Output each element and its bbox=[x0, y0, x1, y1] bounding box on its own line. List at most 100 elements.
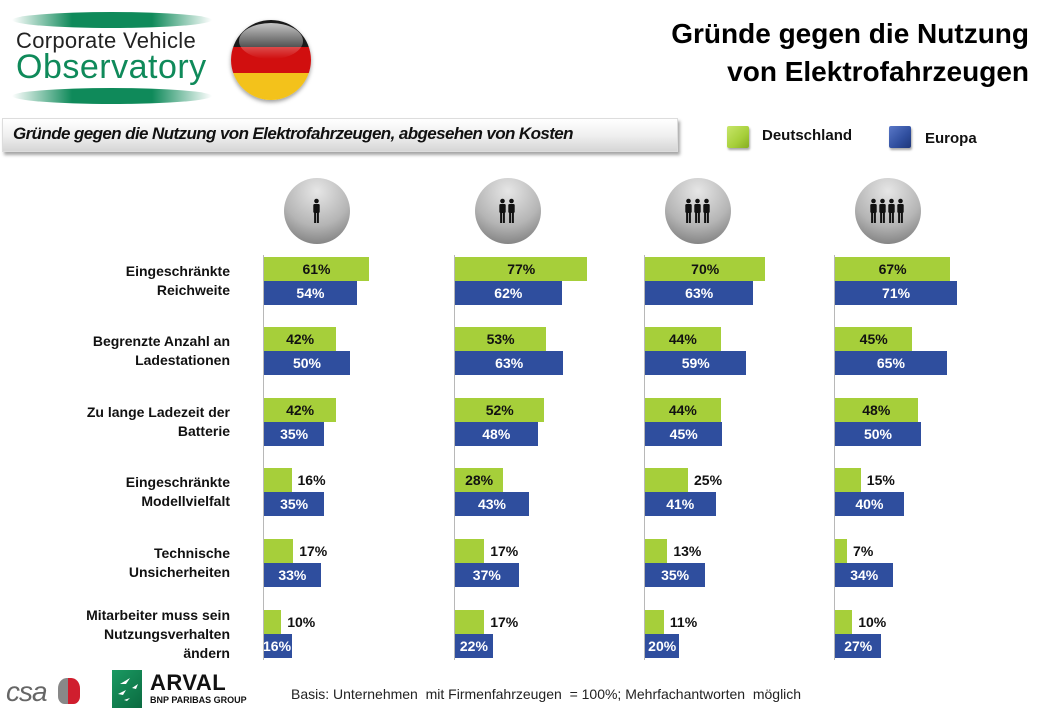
category-label-line: Unsicherheiten bbox=[128, 564, 230, 580]
bar-deutschland bbox=[455, 539, 485, 563]
data-label: 22% bbox=[459, 638, 488, 654]
bar-deutschland bbox=[645, 398, 721, 422]
data-label: 45% bbox=[669, 426, 698, 442]
category-label-line: ändern bbox=[183, 644, 230, 661]
logo-line2: Observatory bbox=[16, 48, 207, 86]
bar-europa bbox=[835, 351, 947, 375]
bar-deutschland bbox=[455, 398, 545, 422]
data-label: 50% bbox=[292, 355, 322, 371]
cvo-logo: Corporate Vehicle Observatory bbox=[8, 10, 218, 104]
data-label: 63% bbox=[495, 355, 524, 371]
data-label: 25% bbox=[694, 472, 723, 488]
bar-europa bbox=[264, 281, 357, 305]
data-label: 16% bbox=[297, 472, 326, 488]
data-label: 33% bbox=[278, 567, 307, 583]
bar-deutschland bbox=[264, 468, 292, 492]
bar-europa bbox=[264, 492, 325, 516]
axis-line bbox=[644, 255, 645, 660]
data-label: 62% bbox=[494, 285, 523, 301]
bar-europa bbox=[455, 563, 519, 587]
data-label: 20% bbox=[648, 638, 677, 654]
one-person-icon bbox=[284, 178, 350, 244]
bar-europa bbox=[835, 563, 894, 587]
bar-europa bbox=[645, 422, 723, 446]
legend-swatch-deutschland bbox=[727, 126, 749, 148]
legend-swatch-europa bbox=[889, 126, 911, 148]
bar-europa bbox=[264, 563, 321, 587]
data-label: 77% bbox=[507, 261, 536, 277]
legend-label-europa: Europa bbox=[925, 130, 977, 147]
data-label: 17% bbox=[490, 614, 519, 630]
bar-deutschland bbox=[645, 257, 766, 281]
data-label: 17% bbox=[490, 543, 519, 559]
logo-arc-top bbox=[12, 12, 212, 28]
arval-name: ARVAL bbox=[150, 670, 227, 695]
axis-line bbox=[263, 255, 264, 660]
data-label: 17% bbox=[299, 543, 328, 559]
category-labels: Eingeschränkte Reichweite Begrenzte Anzahl… bbox=[0, 0, 230, 717]
bar-europa bbox=[835, 281, 958, 305]
category-label: Mitarbeiter muss sein Nutzungsverhalten än… bbox=[86, 606, 230, 663]
bar-europa bbox=[264, 422, 325, 446]
category-label-line: Batterie bbox=[177, 423, 230, 439]
data-label: 16% bbox=[263, 638, 292, 654]
bar-deutschland bbox=[835, 327, 913, 351]
arval-logo: ARVAL BNP PARIBAS GROUP bbox=[112, 670, 282, 710]
bar-deutschland bbox=[264, 610, 282, 634]
data-label: 42% bbox=[286, 331, 315, 347]
bar-deutschland bbox=[645, 539, 668, 563]
four-people-icon bbox=[855, 178, 921, 244]
data-label: 54% bbox=[296, 285, 325, 301]
category-label-line: Eingeschränkte bbox=[125, 474, 230, 490]
data-label: 10% bbox=[858, 614, 887, 630]
category-label: Eingeschränkte Modellvielfalt bbox=[126, 473, 230, 511]
bar-europa bbox=[455, 281, 562, 305]
legend-label-deutschland: Deutschland bbox=[762, 127, 853, 144]
data-label: 43% bbox=[477, 496, 506, 512]
csa-logo: csa bbox=[6, 672, 86, 712]
bar-europa bbox=[455, 422, 538, 446]
chart-subtitle: Gründe gegen die Nutzung von Elektrofahr… bbox=[13, 124, 574, 143]
title-line1: Gründe gegen die Nutzung bbox=[671, 18, 1029, 49]
bar-deutschland bbox=[835, 610, 853, 634]
category-label: Begrenzte Anzahl an Ladestationen bbox=[93, 332, 230, 370]
bar-deutschland bbox=[264, 539, 294, 563]
basis-footnote: Basis: Unternehmen mit Firmenfahrzeugen … bbox=[291, 686, 802, 702]
bar-europa bbox=[645, 281, 754, 305]
data-label: 59% bbox=[681, 355, 710, 371]
data-label: 27% bbox=[844, 638, 873, 654]
bar-europa bbox=[264, 351, 350, 375]
data-label: 41% bbox=[666, 496, 695, 512]
data-label: 50% bbox=[863, 426, 893, 442]
bar-deutschland bbox=[264, 398, 337, 422]
bar-deutschland bbox=[645, 610, 664, 634]
bar-deutschland bbox=[455, 610, 485, 634]
csa-leaf-icon bbox=[58, 678, 80, 704]
data-label: 13% bbox=[673, 543, 702, 559]
category-label-line: Nutzungsverhalten bbox=[103, 625, 230, 642]
data-label: 15% bbox=[866, 472, 895, 488]
data-label: 44% bbox=[668, 402, 697, 418]
data-label: 70% bbox=[691, 261, 720, 277]
bar-europa bbox=[455, 351, 564, 375]
category-label: Eingeschränkte Reichweite bbox=[126, 262, 230, 300]
data-label: 11% bbox=[669, 614, 698, 630]
data-label: 34% bbox=[850, 567, 879, 583]
category-label-line: Technische bbox=[154, 545, 230, 561]
bar-europa bbox=[835, 634, 882, 658]
data-label: 67% bbox=[878, 261, 907, 277]
subtitle-banner: Gründe gegen die Nutzung von Elektrofahr… bbox=[2, 118, 678, 152]
bar-europa bbox=[835, 492, 904, 516]
logo-arc-bottom bbox=[12, 88, 212, 104]
data-label: 45% bbox=[859, 331, 888, 347]
data-label: 40% bbox=[855, 496, 884, 512]
title-line2: von Elektrofahrzeugen bbox=[727, 56, 1029, 87]
bar-europa bbox=[645, 634, 680, 658]
data-label: 53% bbox=[486, 331, 515, 347]
bar-deutschland bbox=[455, 468, 504, 492]
data-label: 71% bbox=[882, 285, 911, 301]
data-label: 44% bbox=[668, 331, 697, 347]
data-label: 48% bbox=[482, 426, 511, 442]
bar-deutschland bbox=[264, 327, 337, 351]
page-title: Gründe gegen die Nutzung von Elektrofahr… bbox=[671, 15, 1029, 91]
